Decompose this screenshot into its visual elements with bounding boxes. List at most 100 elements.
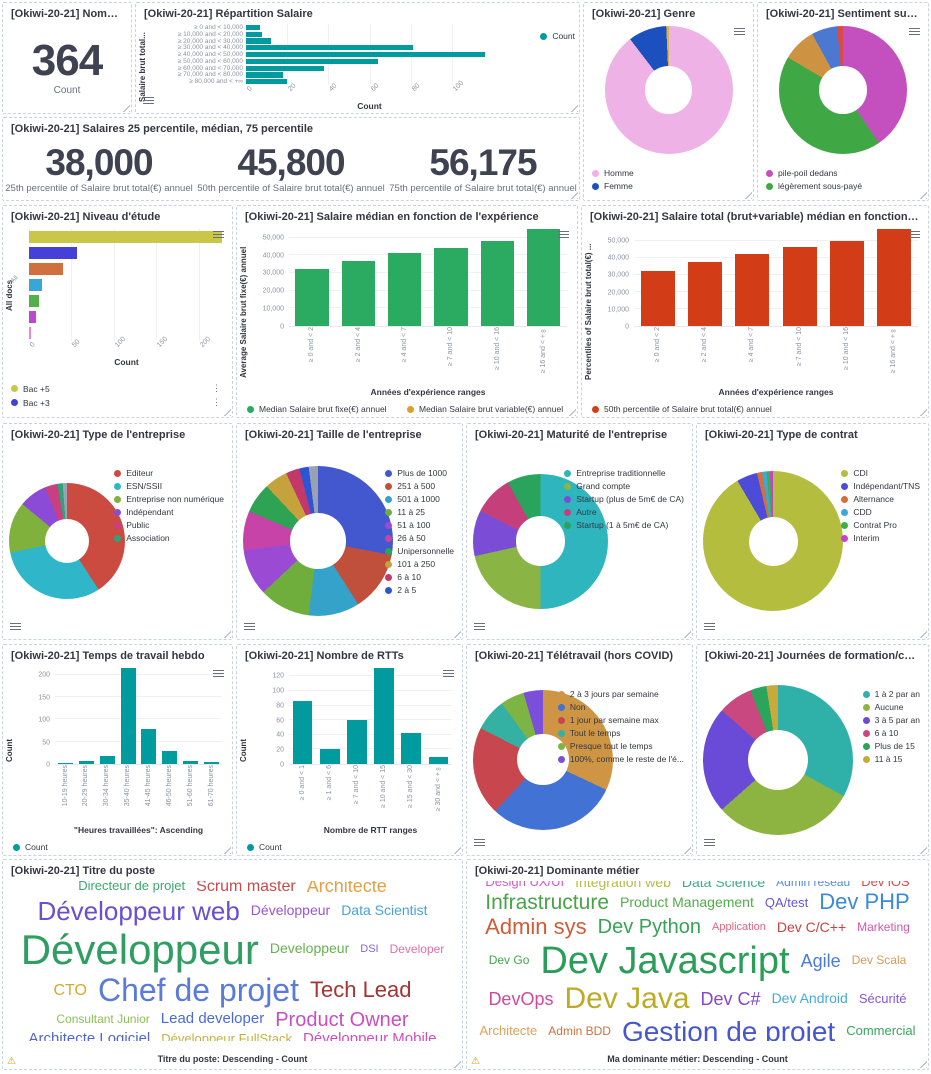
legend-item[interactable]: 50th percentile of Salaire brut total(€)… <box>592 404 918 414</box>
cloud-word[interactable]: Dev C/C++ <box>776 918 847 935</box>
legend-item[interactable]: 251 à 500 <box>385 481 454 491</box>
legend-toggle-icon[interactable] <box>474 623 485 632</box>
legend-toggle-icon[interactable] <box>558 231 569 240</box>
cloud-word[interactable]: Gestion de projet <box>621 1015 836 1041</box>
bar[interactable] <box>246 65 325 71</box>
cloud-word[interactable]: Product Owner <box>275 1008 409 1031</box>
legend-item[interactable]: Bac +3 ⋮ <box>11 397 221 408</box>
resize-handle[interactable] <box>680 843 691 854</box>
legend-item[interactable]: Plus de 15 <box>862 741 920 751</box>
donut-chart[interactable] <box>473 689 613 830</box>
resize-handle[interactable] <box>916 405 927 416</box>
bar[interactable] <box>29 310 36 324</box>
cloud-word[interactable]: DSI <box>360 943 379 956</box>
bar[interactable] <box>829 240 864 326</box>
legend-toggle-icon[interactable] <box>474 839 485 848</box>
cloud-word[interactable]: Dev PHP <box>819 889 910 915</box>
cloud-word[interactable]: Dev Scala <box>851 953 907 968</box>
legend-item[interactable]: Entreprise non numérique <box>114 494 224 504</box>
bar[interactable] <box>57 763 73 764</box>
resize-handle[interactable] <box>916 627 927 638</box>
cloud-word[interactable]: Application <box>712 921 766 934</box>
legend-item[interactable]: 6 à 10 <box>862 728 920 738</box>
bar[interactable] <box>347 720 367 764</box>
resize-handle[interactable] <box>567 188 578 199</box>
panel-title[interactable]: [Okiwi-20-21] Salaire total (brut+variab… <box>590 211 928 223</box>
cloud-word[interactable]: Dev Python <box>597 916 702 939</box>
cloud-word[interactable]: Dev Android <box>771 990 848 1007</box>
panel-title[interactable]: [Okiwi-20-21] Titre du poste <box>11 865 156 877</box>
cloud-word[interactable]: Chef de projet <box>97 971 299 1008</box>
resize-handle[interactable] <box>119 101 130 112</box>
donut-chart[interactable] <box>779 26 907 154</box>
legend-item[interactable]: légèrement sous-payé <box>766 181 916 191</box>
panel-title[interactable]: [Okiwi-20-21] Salaires 25 percentile, mé… <box>11 123 314 135</box>
resize-handle[interactable] <box>450 843 461 854</box>
cloud-word[interactable]: QA/test <box>764 894 809 910</box>
bar[interactable] <box>141 728 157 764</box>
bar[interactable] <box>246 72 284 78</box>
resize-handle[interactable] <box>741 188 752 199</box>
legend-toggle-icon[interactable] <box>443 670 454 679</box>
bar[interactable] <box>480 241 515 326</box>
bar[interactable] <box>29 278 42 292</box>
cloud-word[interactable]: Développeur Mobile <box>303 1029 437 1041</box>
resize-handle[interactable] <box>916 188 927 199</box>
resize-handle[interactable] <box>220 627 231 638</box>
legend-item[interactable]: Interim <box>841 533 920 543</box>
bar[interactable] <box>99 756 115 764</box>
cloud-word[interactable]: Tech Lead <box>309 977 412 1003</box>
legend-item[interactable]: Indépendant/TNS <box>841 481 920 491</box>
legend-item[interactable]: Count <box>540 31 575 41</box>
legend-item[interactable]: Count <box>13 842 222 852</box>
bar[interactable] <box>292 701 313 764</box>
donut-chart[interactable] <box>703 471 843 611</box>
legend-item[interactable]: Homme <box>592 168 741 178</box>
legend-toggle-icon[interactable] <box>734 28 745 37</box>
legend-item[interactable]: Entreprise traditionnelle <box>564 468 684 478</box>
legend-item[interactable]: Editeur <box>114 468 224 478</box>
panel-title[interactable]: [Okiwi-20-21] Sentiment sur le salaire <box>766 8 928 20</box>
donut-chart[interactable] <box>703 684 853 835</box>
legend-item[interactable]: Bac +5 ⋮ <box>11 383 221 394</box>
legend-item[interactable]: Unipersonnelle <box>385 546 454 556</box>
legend-toggle-icon[interactable] <box>704 623 715 632</box>
legend-item[interactable]: Alternance <box>841 494 920 504</box>
panel-title[interactable]: [Okiwi-20-21] Genre <box>592 8 696 20</box>
bar[interactable] <box>319 749 340 764</box>
legend-item[interactable]: Startup (plus de 5m€ de CA) <box>564 494 684 504</box>
legend-item[interactable]: Aucune <box>862 702 920 712</box>
cloud-word[interactable]: Scrum master <box>196 881 296 895</box>
panel-title[interactable]: [Okiwi-20-21] Maturité de l'entreprise <box>475 429 668 441</box>
cloud-word[interactable]: Dev iOS <box>861 881 910 890</box>
warning-icon[interactable]: ⚠ <box>7 1056 16 1067</box>
cloud-word[interactable]: Dev Go <box>488 953 530 968</box>
legend-item[interactable]: 11 à 25 <box>385 507 454 517</box>
cloud-word[interactable]: Dev Java <box>564 982 690 1016</box>
legend-item[interactable]: Femme <box>592 181 741 191</box>
legend-toggle-icon[interactable] <box>143 97 154 106</box>
bar[interactable] <box>434 248 468 326</box>
cloud-word[interactable]: Intégration web <box>575 881 671 890</box>
legend-item[interactable]: 1 jour par semaine max <box>557 715 684 725</box>
cloud-word[interactable]: Directeur de projet <box>78 881 186 894</box>
cloud-word[interactable]: Développeur <box>250 902 331 919</box>
bar[interactable] <box>428 756 449 764</box>
cloud-word[interactable]: Admin BDD <box>548 1023 611 1038</box>
bar[interactable] <box>29 326 31 340</box>
legend-item[interactable]: CDI <box>841 468 920 478</box>
cloud-word[interactable]: Data Scientist <box>341 902 428 919</box>
resize-handle[interactable] <box>916 1057 927 1068</box>
cloud-word[interactable]: CTO <box>53 981 87 999</box>
legend-item[interactable]: Presque tout le temps <box>557 741 684 751</box>
bar[interactable] <box>295 269 329 326</box>
resize-handle[interactable] <box>680 627 691 638</box>
cloud-word[interactable]: Admin sys <box>485 914 587 940</box>
resize-handle[interactable] <box>450 1057 461 1068</box>
bar[interactable] <box>78 761 94 764</box>
legend-item[interactable]: Count <box>247 842 452 852</box>
legend-item[interactable]: Contrat Pro <box>841 520 920 530</box>
legend-toggle-icon[interactable] <box>704 839 715 848</box>
panel-title[interactable]: [Okiwi-20-21] Salaire médian en fonction… <box>245 211 539 223</box>
bar[interactable] <box>687 262 723 326</box>
